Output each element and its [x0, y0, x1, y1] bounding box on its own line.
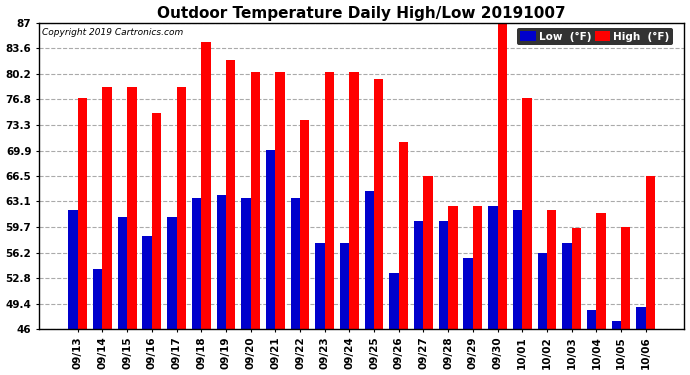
Bar [374, 79, 384, 329]
Bar [596, 213, 606, 329]
Bar [414, 221, 424, 329]
Bar [538, 253, 547, 329]
Bar [448, 206, 457, 329]
Bar [275, 72, 285, 329]
Bar [489, 206, 497, 329]
Bar [167, 217, 177, 329]
Legend: Low  (°F), High  (°F): Low (°F), High (°F) [518, 28, 673, 45]
Bar [522, 98, 531, 329]
Bar [636, 306, 646, 329]
Bar [513, 210, 522, 329]
Bar [497, 23, 507, 329]
Bar [201, 42, 210, 329]
Bar [547, 210, 556, 329]
Bar [349, 72, 359, 329]
Bar [103, 87, 112, 329]
Bar [226, 60, 235, 329]
Bar [290, 198, 300, 329]
Bar [464, 258, 473, 329]
Bar [315, 243, 325, 329]
Bar [78, 98, 87, 329]
Bar [621, 227, 631, 329]
Bar [300, 120, 309, 329]
Bar [587, 310, 596, 329]
Bar [241, 198, 250, 329]
Bar [142, 236, 152, 329]
Bar [389, 273, 399, 329]
Text: Copyright 2019 Cartronics.com: Copyright 2019 Cartronics.com [42, 28, 184, 37]
Bar [127, 87, 137, 329]
Bar [325, 72, 334, 329]
Bar [68, 210, 78, 329]
Bar [177, 87, 186, 329]
Bar [266, 150, 275, 329]
Bar [250, 72, 260, 329]
Bar [611, 321, 621, 329]
Bar [473, 206, 482, 329]
Title: Outdoor Temperature Daily High/Low 20191007: Outdoor Temperature Daily High/Low 20191… [157, 6, 566, 21]
Bar [562, 243, 571, 329]
Bar [152, 112, 161, 329]
Bar [646, 176, 655, 329]
Bar [424, 176, 433, 329]
Bar [399, 142, 408, 329]
Bar [571, 228, 581, 329]
Bar [439, 221, 449, 329]
Bar [93, 269, 103, 329]
Bar [340, 243, 349, 329]
Bar [217, 195, 226, 329]
Bar [365, 191, 374, 329]
Bar [118, 217, 127, 329]
Bar [192, 198, 201, 329]
